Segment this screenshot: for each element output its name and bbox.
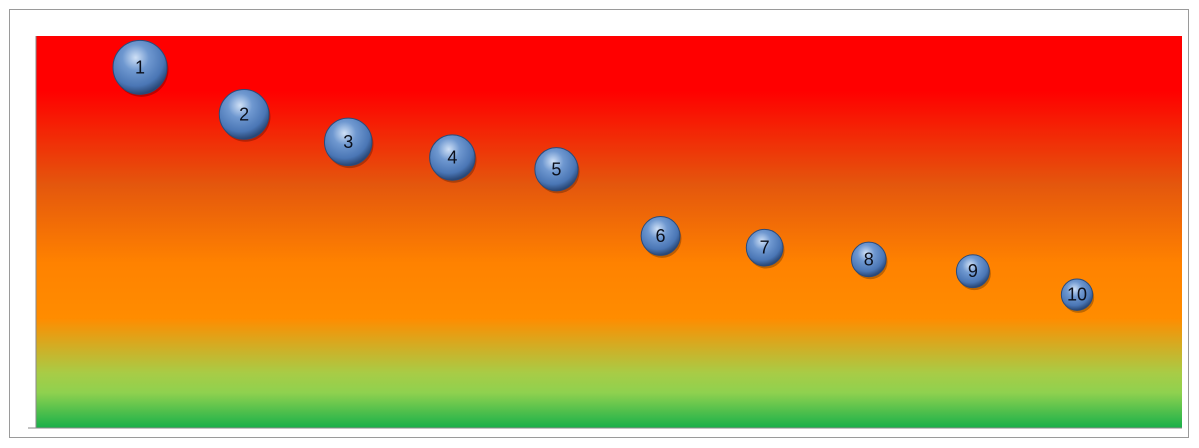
data-label: 4 <box>447 148 457 168</box>
bubble-marker <box>1060 278 1094 311</box>
bubble-marker <box>850 241 887 278</box>
bubble-marker <box>640 215 681 256</box>
data-label: 8 <box>864 249 874 269</box>
bubble-2: 2 <box>218 89 271 142</box>
data-label: 10 <box>1067 285 1087 305</box>
bubble-1: 1 <box>112 39 169 97</box>
data-label: 5 <box>551 159 561 179</box>
bubble-marker <box>745 228 784 267</box>
bubble-10: 10 <box>1060 278 1095 313</box>
bubble-marker <box>218 89 270 140</box>
bubble-6: 6 <box>640 215 682 258</box>
bubble-marker <box>429 134 476 181</box>
bubble-marker <box>323 117 373 167</box>
bubble-marker <box>534 147 579 192</box>
data-label: 2 <box>239 104 249 124</box>
plot-area <box>36 36 1182 428</box>
data-label: 1 <box>135 57 145 77</box>
bubble-7: 7 <box>745 228 785 269</box>
data-label: 3 <box>343 132 353 152</box>
bubble-marker <box>112 39 168 95</box>
data-label: 9 <box>968 261 978 281</box>
bubble-8: 8 <box>850 241 888 280</box>
bubble-marker <box>955 254 990 289</box>
bubble-9: 9 <box>955 254 991 291</box>
bubble-4: 4 <box>429 134 477 183</box>
bubble-5: 5 <box>534 147 580 194</box>
data-label: 6 <box>656 226 666 246</box>
bubble-3: 3 <box>323 117 374 169</box>
data-label: 7 <box>760 238 770 258</box>
